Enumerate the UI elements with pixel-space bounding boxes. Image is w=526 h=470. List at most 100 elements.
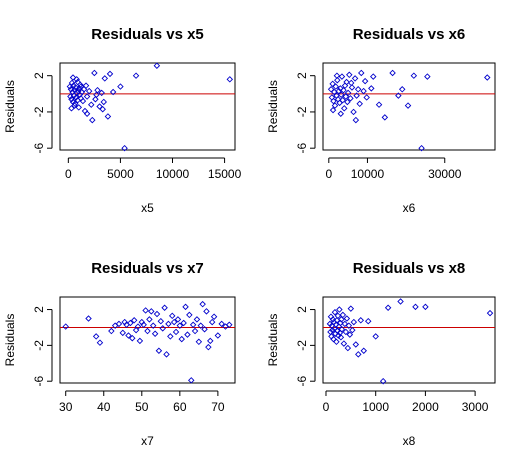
residual-point xyxy=(337,319,344,327)
residual-point xyxy=(174,316,182,323)
residual-point xyxy=(71,100,79,108)
residual-point xyxy=(146,316,153,323)
residual-point xyxy=(343,78,350,86)
residual-point xyxy=(379,377,387,385)
residual-point xyxy=(346,71,353,79)
residual-point xyxy=(197,322,204,329)
residual-point xyxy=(330,97,337,105)
residual-point xyxy=(201,326,208,333)
x-tick-label: 0 xyxy=(65,167,72,181)
x-axis-label: x5 xyxy=(141,201,154,215)
x-tick-label: 10000 xyxy=(351,167,385,181)
residual-point xyxy=(83,93,91,100)
residual-point xyxy=(121,144,128,152)
residual-point xyxy=(176,322,184,329)
residual-point xyxy=(93,91,100,98)
residual-point xyxy=(404,102,412,109)
residual-point xyxy=(75,104,82,111)
residual-point xyxy=(71,102,78,109)
residual-point xyxy=(381,114,389,121)
residual-point xyxy=(106,70,114,78)
residual-point xyxy=(337,91,345,98)
residual-point xyxy=(226,76,234,83)
residual-point xyxy=(372,333,379,340)
residual-point xyxy=(412,303,419,311)
residual-point xyxy=(344,98,351,106)
residual-point xyxy=(188,377,195,384)
y-tick-label: -2 xyxy=(295,106,309,117)
residual-point xyxy=(486,309,494,317)
x-tick-label: 0 xyxy=(323,400,330,414)
residual-point xyxy=(331,308,339,316)
residual-point xyxy=(108,327,115,335)
residual-point xyxy=(104,113,112,120)
residual-point xyxy=(119,329,127,337)
residual-point xyxy=(363,94,370,101)
residual-point xyxy=(340,340,348,347)
x-tick-label: 5000 xyxy=(107,167,134,181)
residual-point xyxy=(334,76,341,84)
x-axis-label: x7 xyxy=(141,434,154,448)
residual-point xyxy=(333,338,340,346)
panel-2: Residuals vs x6 0 10000 30000 -6 -2 2 x6 Residua… xyxy=(266,26,496,215)
residual-point xyxy=(76,85,83,92)
residual-point xyxy=(89,116,96,124)
residual-point xyxy=(180,319,187,327)
residual-point xyxy=(168,312,176,320)
residual-point xyxy=(85,87,93,95)
residual-point xyxy=(92,96,99,103)
residual-point xyxy=(358,69,365,77)
residual-point xyxy=(343,315,351,322)
x-tick-label: 15000 xyxy=(208,167,242,181)
residual-point xyxy=(68,96,75,103)
residual-point xyxy=(62,323,69,330)
residual-point xyxy=(132,72,140,79)
residual-point xyxy=(203,308,210,315)
residual-point xyxy=(344,344,352,352)
residual-point xyxy=(191,327,199,335)
residual-point xyxy=(338,316,345,323)
residual-point xyxy=(342,328,350,336)
residual-point xyxy=(384,304,392,311)
residual-point xyxy=(130,317,138,324)
residual-point xyxy=(210,313,218,320)
residual-point xyxy=(149,322,157,329)
residual-point xyxy=(339,311,347,319)
residual-point xyxy=(178,335,185,343)
residual-point xyxy=(189,321,197,329)
residual-point xyxy=(337,85,344,92)
residual-point xyxy=(136,337,144,345)
residual-point xyxy=(424,73,431,80)
residual-point xyxy=(352,341,360,348)
y-axis-label: Residuals xyxy=(3,314,17,367)
residual-point xyxy=(101,75,109,82)
residual-point xyxy=(348,84,356,91)
residual-point xyxy=(356,100,363,108)
residual-point xyxy=(148,308,155,315)
y-tick-label: 2 xyxy=(295,306,309,313)
residual-point xyxy=(155,347,163,354)
residual-point xyxy=(331,102,339,109)
plot-frame xyxy=(59,62,236,151)
residual-point xyxy=(172,328,180,336)
residual-point xyxy=(125,332,132,339)
residual-point xyxy=(226,321,233,329)
residual-point xyxy=(151,330,159,337)
residual-point xyxy=(337,334,345,341)
residual-point xyxy=(68,79,76,87)
residual-point xyxy=(69,74,77,81)
x-axis-label: x8 xyxy=(403,434,416,448)
residual-point xyxy=(109,88,117,96)
x-tick-label: 60 xyxy=(173,400,187,414)
residual-point xyxy=(360,87,367,95)
residual-point xyxy=(144,327,151,335)
y-tick-label: -6 xyxy=(295,376,309,387)
residual-point xyxy=(117,83,124,90)
residual-point xyxy=(345,322,353,329)
residual-point xyxy=(341,320,349,328)
residual-point xyxy=(346,331,354,338)
residual-point xyxy=(368,85,375,92)
y-tick-label: -6 xyxy=(295,143,309,154)
residual-point xyxy=(375,101,383,108)
residual-point xyxy=(100,98,107,106)
